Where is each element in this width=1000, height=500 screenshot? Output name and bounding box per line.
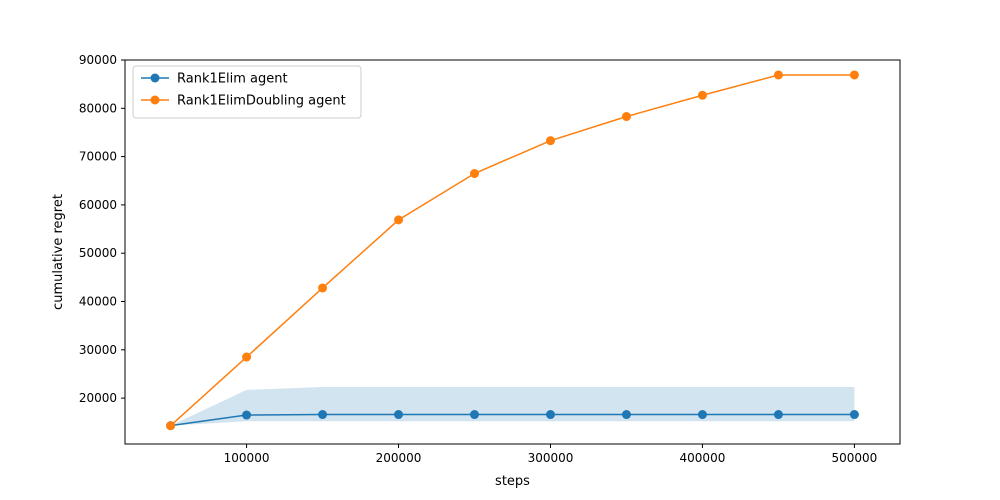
data-point-series-1 — [849, 70, 859, 80]
legend-marker-1 — [150, 95, 160, 105]
data-point-series-1 — [242, 352, 252, 362]
data-point-series-1 — [394, 215, 404, 225]
series-markers — [166, 70, 859, 431]
confidence-bands — [170, 387, 855, 426]
data-point-series-0 — [470, 410, 480, 420]
legend-label-0: Rank1Elim agent — [177, 72, 288, 87]
data-point-series-0 — [545, 410, 555, 420]
data-point-series-1 — [621, 112, 631, 122]
data-point-series-0 — [773, 410, 783, 420]
y-tick-label: 20000 — [79, 391, 117, 405]
data-point-series-0 — [394, 410, 404, 420]
y-tick-label: 80000 — [79, 101, 117, 115]
data-point-series-0 — [242, 410, 252, 420]
x-axis-ticks: 100000 200000 300000 400000 500000 — [224, 444, 878, 465]
x-tick-label: 100000 — [224, 451, 270, 465]
series-line-1 — [170, 74, 855, 427]
y-tick-label: 50000 — [79, 246, 117, 260]
x-tick-label: 400000 — [680, 451, 726, 465]
series-line-0 — [170, 413, 855, 427]
data-point-series-0 — [697, 410, 707, 420]
data-point-series-1 — [545, 136, 555, 146]
plot-frame — [124, 59, 901, 445]
confidence-band-series-0 — [170, 387, 855, 426]
x-tick-label: 200000 — [376, 451, 422, 465]
data-point-series-1 — [697, 90, 707, 100]
x-tick-label: 300000 — [528, 451, 574, 465]
y-tick-label: 40000 — [79, 295, 117, 309]
x-tick-label: 500000 — [832, 451, 878, 465]
data-point-series-0 — [849, 410, 859, 420]
data-point-series-0 — [318, 410, 328, 420]
data-point-series-1 — [166, 421, 176, 431]
legend-label-1: Rank1ElimDoubling agent — [177, 94, 346, 109]
series-lines — [170, 74, 855, 427]
legend-marker-0 — [150, 73, 160, 83]
data-point-series-1 — [773, 70, 783, 80]
data-point-series-0 — [621, 410, 631, 420]
x-axis-title: steps — [495, 474, 530, 489]
y-tick-label: 30000 — [79, 343, 117, 357]
data-point-series-1 — [318, 283, 328, 293]
y-tick-label: 60000 — [79, 198, 117, 212]
y-axis-ticks: 20000 30000 40000 50000 60000 70000 80000 90000 — [79, 53, 125, 405]
y-tick-label: 90000 — [79, 53, 117, 67]
legend: Rank1Elim agent Rank1ElimDoubling agent — [132, 65, 362, 119]
data-point-series-1 — [470, 169, 480, 179]
y-tick-label: 70000 — [79, 150, 117, 164]
legend-box — [132, 65, 362, 119]
y-axis-title: cumulative regret — [51, 194, 66, 310]
